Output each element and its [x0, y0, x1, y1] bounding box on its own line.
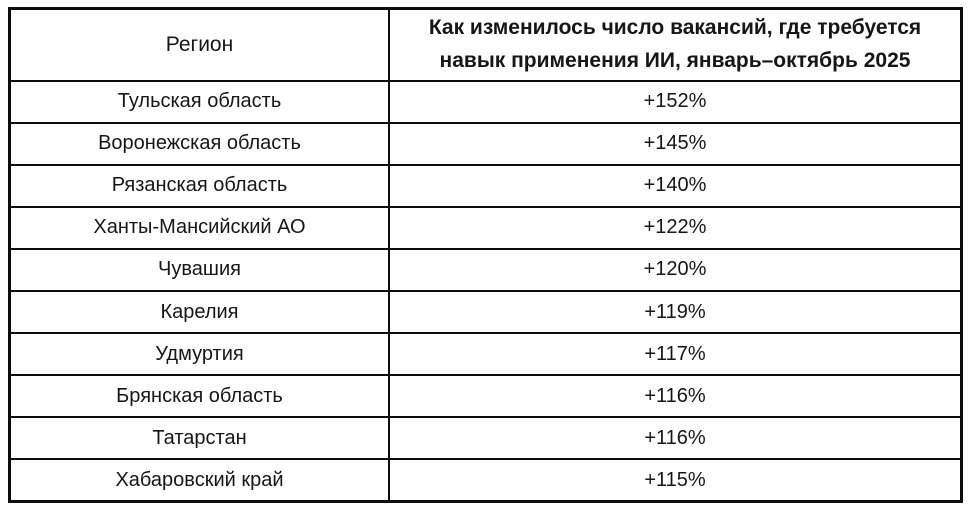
table-row: Ханты-Мансийский АО +122%	[8, 205, 963, 250]
region-cell: Татарстан	[8, 416, 390, 461]
region-cell: Тульская область	[8, 79, 390, 124]
table-row: Воронежская область +145%	[8, 121, 963, 166]
region-column-header: Регион	[8, 7, 390, 82]
table-row: Удмуртия +117%	[8, 332, 963, 377]
region-cell: Ханты-Мансийский АО	[8, 205, 390, 250]
value-cell: +152%	[388, 79, 963, 124]
value-cell: +122%	[388, 205, 963, 250]
region-cell: Удмуртия	[8, 332, 390, 377]
value-cell: +116%	[388, 416, 963, 461]
region-cell: Рязанская область	[8, 163, 390, 208]
region-cell: Карелия	[8, 289, 390, 335]
value-cell: +120%	[388, 247, 963, 292]
table-row: Рязанская область +140%	[8, 163, 963, 208]
table-row: Татарстан +116%	[8, 416, 963, 461]
value-cell: +115%	[388, 458, 963, 503]
table-row: Брянская область +116%	[8, 374, 963, 419]
regions-table: Регион Как изменилось число вакансий, гд…	[8, 7, 963, 503]
region-cell: Воронежская область	[8, 121, 390, 166]
region-cell: Хабаровский край	[8, 458, 390, 503]
table-row: Тульская область +152%	[8, 79, 963, 124]
region-cell: Чувашия	[8, 247, 390, 292]
value-cell: +140%	[388, 163, 963, 208]
value-cell: +117%	[388, 332, 963, 377]
table-header-row: Регион Как изменилось число вакансий, гд…	[8, 7, 963, 82]
value-cell: +116%	[388, 374, 963, 419]
change-column-header: Как изменилось число вакансий, где требу…	[388, 7, 963, 82]
table-row: Карелия +119%	[8, 289, 963, 335]
value-cell: +119%	[388, 289, 963, 335]
region-cell: Брянская область	[8, 374, 390, 419]
value-cell: +145%	[388, 121, 963, 166]
table-row: Чувашия +120%	[8, 247, 963, 292]
table-row: Хабаровский край +115%	[8, 458, 963, 503]
